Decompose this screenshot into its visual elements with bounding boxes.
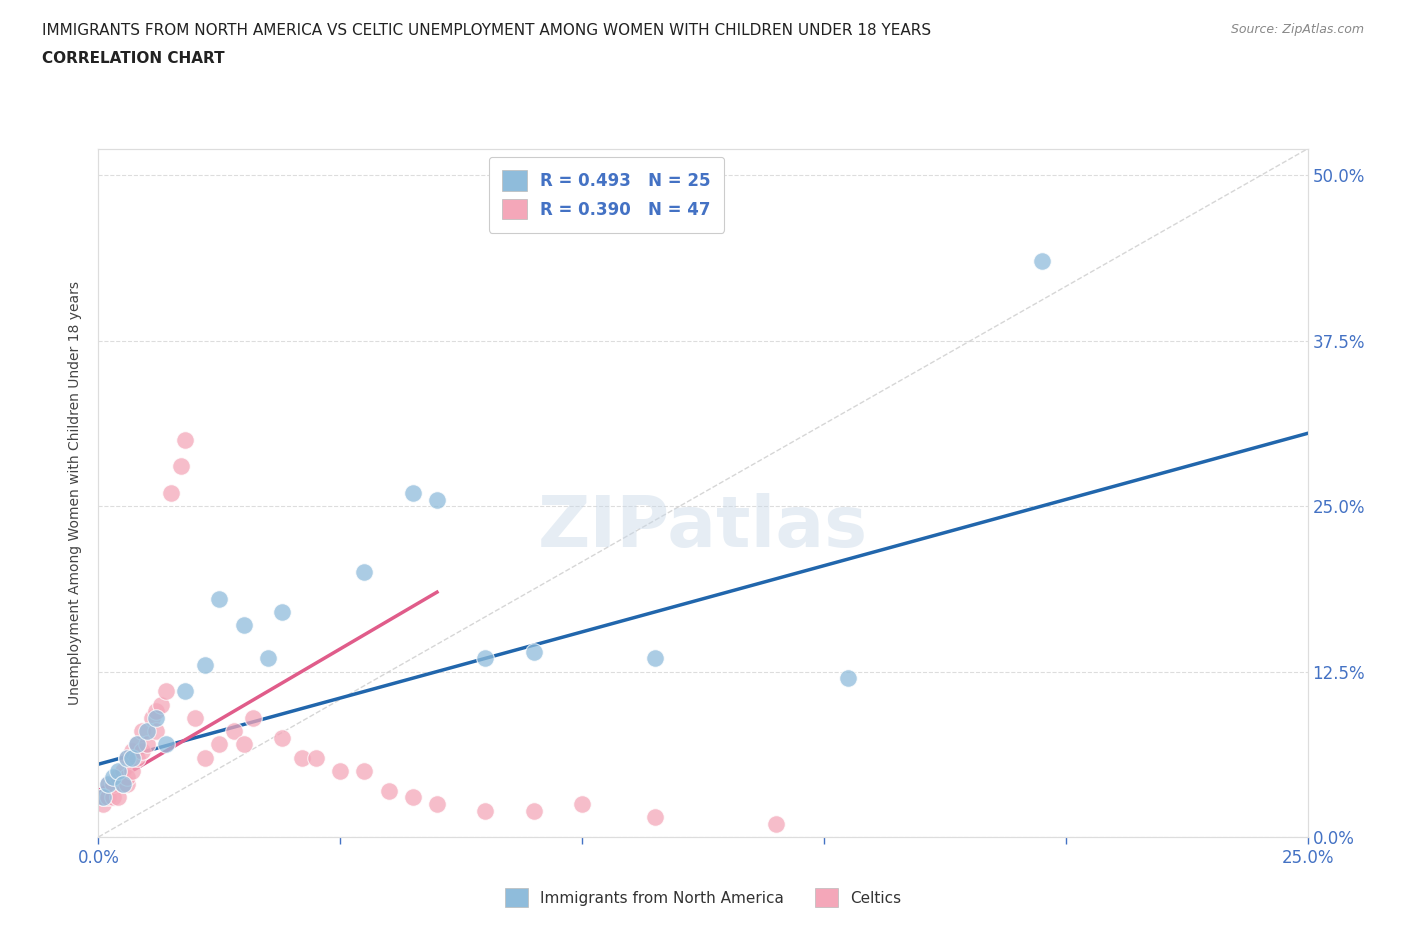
Point [141, 711, 163, 725]
Point [97, 790, 120, 804]
Point [91, 796, 114, 811]
Point [111, 777, 134, 791]
Point [474, 651, 496, 666]
Legend: R = 0.493   N = 25, R = 0.390   N = 47: R = 0.493 N = 25, R = 0.390 N = 47 [488, 157, 724, 232]
Point [117, 751, 139, 765]
Point [117, 751, 139, 765]
Point [97, 777, 120, 791]
Text: IMMIGRANTS FROM NORTH AMERICA VS CELTIC UNEMPLOYMENT AMONG WOMEN WITH CHILDREN U: IMMIGRANTS FROM NORTH AMERICA VS CELTIC … [42, 23, 931, 38]
Point [121, 751, 143, 765]
Point [426, 796, 449, 811]
Point [1031, 254, 1053, 269]
Point [353, 764, 375, 778]
Point [242, 711, 264, 725]
Point [111, 764, 134, 778]
Point [107, 764, 129, 778]
Point [256, 651, 278, 666]
Point [91, 790, 114, 804]
Point [135, 724, 157, 738]
Point [377, 783, 399, 798]
Point [91, 790, 114, 804]
Point [426, 492, 449, 507]
Point [101, 790, 124, 804]
Point [290, 751, 312, 765]
Point [160, 485, 183, 500]
Point [107, 790, 129, 804]
Point [107, 770, 129, 785]
Point [474, 804, 496, 818]
Point [571, 796, 593, 811]
Point [402, 790, 425, 804]
Point [117, 777, 139, 791]
Legend: Immigrants from North America, Celtics: Immigrants from North America, Celtics [499, 883, 907, 913]
Point [145, 704, 167, 719]
Point [329, 764, 352, 778]
Point [353, 565, 375, 579]
Y-axis label: Unemployment Among Women with Children Under 18 years: Unemployment Among Women with Children U… [69, 281, 83, 705]
Point [208, 737, 231, 751]
Point [145, 711, 167, 725]
Point [145, 724, 167, 738]
Point [117, 770, 139, 785]
Point [402, 485, 425, 500]
Point [131, 724, 153, 738]
Point [97, 777, 120, 791]
Point [208, 591, 231, 606]
Point [135, 737, 157, 751]
Point [101, 770, 124, 785]
Point [644, 651, 666, 666]
Point [111, 777, 134, 791]
Point [127, 737, 149, 751]
Point [121, 744, 143, 759]
Text: CORRELATION CHART: CORRELATION CHART [42, 51, 225, 66]
Point [155, 737, 177, 751]
Point [305, 751, 328, 765]
Point [184, 711, 207, 725]
Point [101, 777, 124, 791]
Point [523, 644, 546, 659]
Point [131, 744, 153, 759]
Point [765, 817, 787, 831]
Point [222, 724, 245, 738]
Point [169, 459, 191, 474]
Point [174, 432, 197, 447]
Point [194, 751, 217, 765]
Point [121, 764, 143, 778]
Point [271, 730, 294, 745]
Point [837, 671, 859, 685]
Point [644, 810, 666, 825]
Point [232, 618, 254, 632]
Point [127, 751, 149, 765]
Point [150, 698, 173, 712]
Point [523, 804, 546, 818]
Text: ZIPatlas: ZIPatlas [538, 493, 868, 562]
Point [174, 684, 197, 698]
Point [271, 604, 294, 619]
Point [127, 737, 149, 751]
Point [155, 684, 177, 698]
Point [194, 658, 217, 672]
Point [232, 737, 254, 751]
Text: Source: ZipAtlas.com: Source: ZipAtlas.com [1230, 23, 1364, 36]
